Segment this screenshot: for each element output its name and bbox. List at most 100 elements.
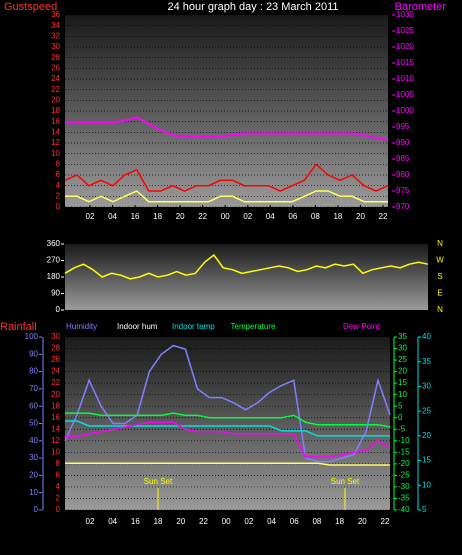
- tick-label: 2: [56, 494, 61, 503]
- x-tick-label: 20: [358, 517, 367, 526]
- tick-label: -25: [398, 471, 410, 480]
- tick-label: 1020: [396, 42, 414, 51]
- legend-label: Dew Point: [343, 322, 380, 331]
- tick-label: 4: [56, 482, 61, 491]
- tick-label: 28: [51, 53, 60, 62]
- tick-label: 70: [29, 384, 38, 393]
- tick-label: 970: [396, 202, 410, 211]
- tick-label: 30: [29, 453, 38, 462]
- tick-label: 30: [51, 332, 60, 341]
- tick-label: 975: [396, 186, 410, 195]
- x-tick-label: 18: [333, 212, 342, 221]
- tick-label: 0: [56, 505, 61, 514]
- plot-bg: [65, 15, 388, 207]
- series-line: [65, 420, 390, 437]
- tick-label: -30: [398, 482, 410, 491]
- tick-label: 20: [398, 367, 407, 376]
- tick-label: 22: [51, 85, 60, 94]
- tick-label: 8: [56, 459, 61, 468]
- tick-label: -35: [398, 494, 410, 503]
- tick-label: 30: [422, 382, 431, 391]
- annotation: Sun Set: [144, 477, 173, 486]
- series-line: [65, 462, 390, 466]
- tick-label: 30: [51, 42, 60, 51]
- tick-label: -5: [398, 424, 406, 433]
- tick-label: 24: [51, 367, 60, 376]
- tick-label: 28: [51, 344, 60, 353]
- tick-label: 1025: [396, 26, 414, 35]
- tick-label: 20: [29, 471, 38, 480]
- tick-label: 980: [396, 170, 410, 179]
- tick-label: 50: [29, 419, 38, 428]
- tick-label: 22: [51, 378, 60, 387]
- x-tick-label: 04: [266, 212, 275, 221]
- tick-label: 20: [422, 431, 431, 440]
- direction-label: E: [437, 289, 442, 298]
- series-line: [64, 163, 389, 192]
- tick-label: 5: [398, 401, 403, 410]
- direction-label: S: [437, 272, 442, 281]
- x-tick-label: 22: [199, 517, 208, 526]
- tick-label: 995: [396, 122, 410, 131]
- direction-label: N: [437, 239, 443, 248]
- x-tick-label: 00: [221, 212, 230, 221]
- tick-label: 24: [51, 74, 60, 83]
- tick-label: 18: [51, 401, 60, 410]
- tick-label: 35: [398, 332, 407, 341]
- tick-label: 1010: [396, 74, 414, 83]
- x-tick-label: 18: [335, 517, 344, 526]
- tick-label: 90: [51, 289, 60, 298]
- x-tick-label: 08: [311, 212, 320, 221]
- tick-label: 360: [47, 239, 61, 248]
- tick-label: 1005: [396, 90, 414, 99]
- tick-label: 15: [398, 378, 407, 387]
- direction-label: W: [436, 256, 444, 265]
- tick-label: 10: [51, 149, 60, 158]
- tick-label: 2: [56, 191, 61, 200]
- tick-label: 4: [56, 181, 61, 190]
- tick-label: 26: [51, 355, 60, 364]
- tick-label: 18: [51, 106, 60, 115]
- tick-label: 0: [56, 202, 61, 211]
- y-label: Gustspeed: [4, 1, 57, 13]
- tick-label: 40: [29, 436, 38, 445]
- chart-title: 24 hour graph day : 23 March 2011: [167, 1, 338, 13]
- tick-label: 1015: [396, 58, 414, 67]
- series-line: [64, 344, 391, 463]
- tick-label: 30: [398, 344, 407, 353]
- x-tick-label: 18: [153, 212, 162, 221]
- annotation: Sun Set: [331, 477, 360, 486]
- tick-label: 100: [25, 332, 39, 341]
- series-line: [65, 116, 389, 141]
- tick-label: 25: [422, 406, 431, 415]
- tick-label: 1030: [396, 10, 414, 19]
- tick-label: 90: [29, 349, 38, 358]
- x-tick-label: 22: [198, 212, 207, 221]
- tick-label: 0: [398, 413, 403, 422]
- tick-label: 5: [422, 505, 427, 514]
- tick-label: 6: [56, 170, 61, 179]
- x-tick-label: 08: [312, 517, 321, 526]
- x-tick-label: 20: [176, 517, 185, 526]
- tick-label: 20: [51, 95, 60, 104]
- tick-label: 990: [396, 138, 410, 147]
- tick-label: 6: [56, 471, 61, 480]
- x-tick-label: 00: [222, 517, 231, 526]
- tick-label: 14: [51, 424, 60, 433]
- plot-bg: [65, 244, 428, 310]
- tick-label: 60: [29, 401, 38, 410]
- tick-label: 180: [47, 272, 61, 281]
- tick-label: 270: [47, 256, 61, 265]
- y-label: Rainfall: [0, 321, 37, 333]
- tick-label: 1000: [396, 106, 414, 115]
- tick-label: 35: [422, 357, 431, 366]
- tick-label: 15: [422, 456, 431, 465]
- x-tick-label: 06: [290, 517, 299, 526]
- tick-label: 0: [56, 305, 61, 314]
- x-tick-label: 04: [108, 517, 117, 526]
- x-tick-label: 22: [381, 517, 390, 526]
- x-tick-label: 02: [243, 212, 252, 221]
- legend-label: Temperature: [231, 322, 276, 331]
- tick-label: 0: [34, 505, 39, 514]
